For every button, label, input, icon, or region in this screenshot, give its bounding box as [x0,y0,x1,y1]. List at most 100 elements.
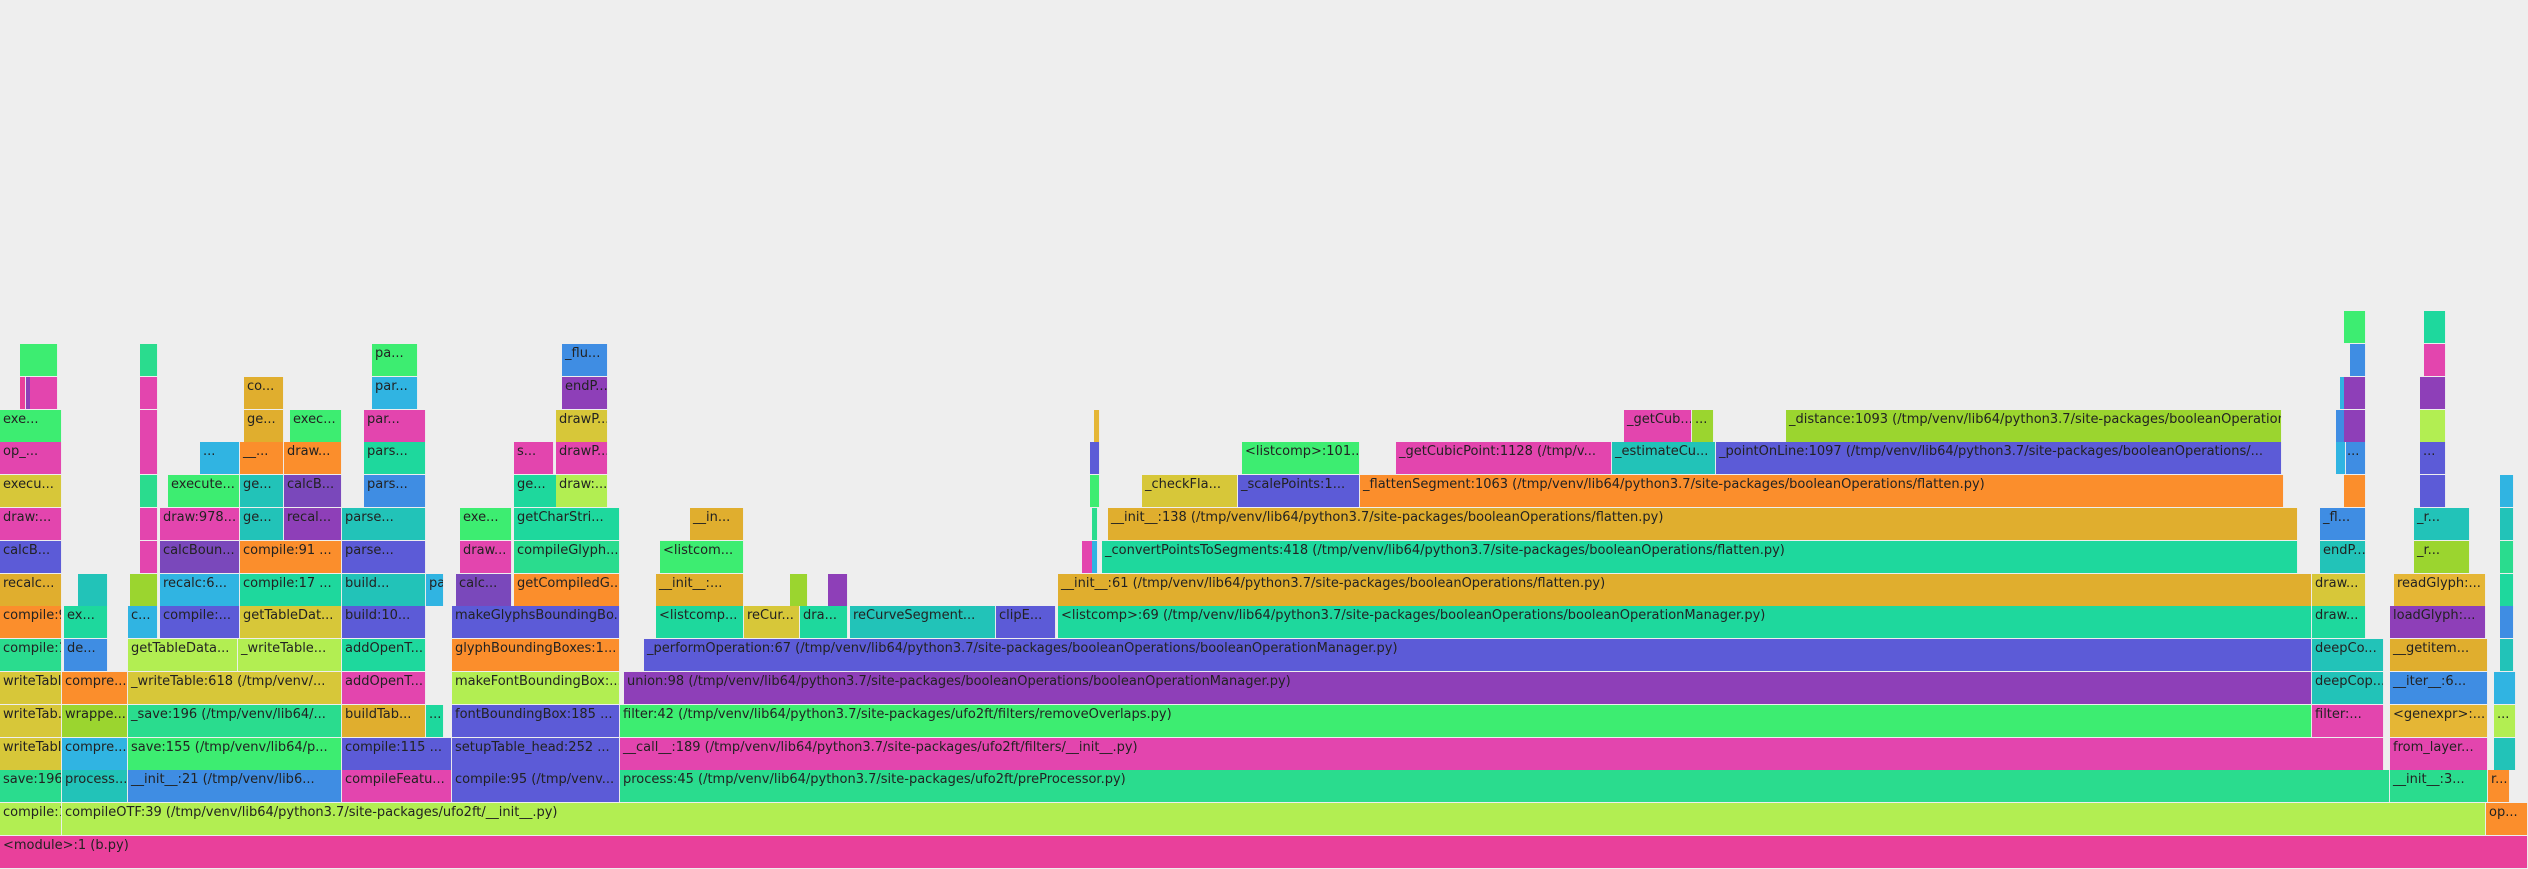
stack-frame[interactable]: par... [372,377,418,409]
stack-frame[interactable]: ge... [240,475,284,507]
stack-frame[interactable] [140,508,158,540]
stack-frame[interactable]: addOpenT... [342,672,426,704]
stack-frame[interactable] [1090,442,1100,474]
stack-frame[interactable]: <listcomp>:101... [1242,442,1360,474]
stack-frame[interactable]: compile:... [160,606,240,638]
stack-frame[interactable]: __... [240,442,284,474]
stack-frame[interactable]: _performOperation:67 (/tmp/venv/lib64/py… [644,639,2312,671]
stack-frame[interactable]: __call__:189 (/tmp/venv/lib64/python3.7/… [620,738,2384,770]
stack-frame[interactable] [130,574,158,606]
stack-frame[interactable] [140,442,158,474]
stack-frame[interactable]: compile:95 (/tmp/venv... [452,770,620,802]
stack-frame[interactable]: c... [128,606,158,638]
stack-frame[interactable]: _flu... [562,344,608,376]
stack-frame[interactable]: <listcomp... [656,606,744,638]
stack-frame[interactable]: writeTable... [0,738,62,770]
stack-frame[interactable]: compileFeatu... [342,770,452,802]
stack-frame[interactable] [1094,410,1100,442]
stack-frame[interactable]: deepCo... [2312,639,2384,671]
stack-frame[interactable]: compileGlyph... [514,541,620,573]
stack-frame[interactable]: __getitem... [2390,639,2488,671]
stack-frame[interactable]: drawP... [556,410,608,442]
stack-frame[interactable]: recal... [284,508,342,540]
stack-frame[interactable] [2344,475,2366,507]
stack-frame[interactable]: getTableData... [128,639,238,671]
stack-frame[interactable]: _pointOnLine:1097 (/tmp/venv/lib64/pytho… [1716,442,2282,474]
stack-frame[interactable] [2350,344,2366,376]
stack-frame[interactable]: compile:91 ... [240,541,342,573]
stack-frame[interactable]: calcB... [284,475,342,507]
stack-frame[interactable] [2500,475,2514,507]
stack-frame[interactable]: __init__:61 (/tmp/venv/lib64/python3.7/s… [1058,574,2312,606]
stack-frame[interactable]: writeTableD... [0,672,62,704]
stack-frame[interactable]: __init__:3... [2390,770,2488,802]
stack-frame[interactable]: ge... [514,475,558,507]
stack-frame[interactable]: _distance:1093 (/tmp/venv/lib64/python3.… [1786,410,2282,442]
stack-frame[interactable]: _flattenSegment:1063 (/tmp/venv/lib64/py… [1360,475,2284,507]
stack-frame[interactable]: _checkFla... [1142,475,1238,507]
stack-frame[interactable]: getCompiledG... [514,574,620,606]
stack-frame[interactable]: _writeTable... [238,639,342,671]
stack-frame[interactable]: draw... [2312,574,2366,606]
stack-frame[interactable]: compile:9... [0,606,62,638]
stack-frame[interactable]: readGlyph:... [2394,574,2486,606]
stack-frame[interactable]: getTableDat... [240,606,342,638]
stack-frame[interactable] [2344,311,2366,343]
stack-frame[interactable] [2424,311,2446,343]
stack-frame[interactable]: <module>:1 (b.py) [0,836,2528,868]
stack-frame[interactable]: dra... [800,606,848,638]
stack-frame[interactable]: co... [244,377,284,409]
stack-frame[interactable]: r... [2488,770,2510,802]
stack-frame[interactable] [828,574,848,606]
stack-frame[interactable]: op... [2486,803,2528,835]
stack-frame[interactable]: <listcom... [660,541,744,573]
stack-frame[interactable] [30,377,58,409]
stack-frame[interactable] [140,377,158,409]
stack-frame[interactable]: __init__:138 (/tmp/venv/lib64/python3.7/… [1108,508,2298,540]
stack-frame[interactable]: reCur... [744,606,800,638]
stack-frame[interactable] [2344,377,2366,409]
stack-frame[interactable] [2424,344,2446,376]
stack-frame[interactable] [140,541,158,573]
stack-frame[interactable]: endP... [2320,541,2366,573]
stack-frame[interactable]: process:45 (/tmp/venv/lib64/python3.7/si… [620,770,2390,802]
stack-frame[interactable]: calcB... [0,541,62,573]
stack-frame[interactable] [790,574,808,606]
stack-frame[interactable]: getCharStri... [514,508,620,540]
stack-frame[interactable]: _estimateCu... [1612,442,1716,474]
stack-frame[interactable]: _getCub... [1624,410,1692,442]
stack-frame[interactable] [2500,574,2514,606]
stack-frame[interactable] [2336,442,2346,474]
stack-frame[interactable]: __in... [690,508,744,540]
stack-frame[interactable]: compile:155 ... [0,803,62,835]
stack-frame[interactable]: _r... [2414,508,2470,540]
stack-frame[interactable]: ... [426,705,444,737]
stack-frame[interactable] [2500,606,2514,638]
stack-frame[interactable]: loadGlyph:... [2390,606,2486,638]
stack-frame[interactable]: reCurveSegment... [850,606,996,638]
stack-frame[interactable] [2420,475,2446,507]
stack-frame[interactable]: s... [514,442,554,474]
stack-frame[interactable]: calcBoun... [160,541,240,573]
stack-frame[interactable]: de... [64,639,108,671]
stack-frame[interactable] [1090,475,1100,507]
stack-frame[interactable]: deepCop... [2312,672,2384,704]
stack-frame[interactable]: pars... [364,442,426,474]
stack-frame[interactable]: compre... [62,672,128,704]
stack-frame[interactable]: pa... [372,344,418,376]
stack-frame[interactable]: parse... [342,541,426,573]
stack-frame[interactable]: execu... [0,475,62,507]
stack-frame[interactable] [1092,541,1098,573]
stack-frame[interactable] [2420,377,2446,409]
stack-frame[interactable]: _save:196 (/tmp/venv/lib64/... [128,705,342,737]
stack-frame[interactable]: union:98 (/tmp/venv/lib64/python3.7/site… [624,672,2312,704]
stack-frame[interactable] [2500,508,2514,540]
stack-frame[interactable]: filter:42 (/tmp/venv/lib64/python3.7/sit… [620,705,2312,737]
stack-frame[interactable]: draw:... [0,508,62,540]
stack-frame[interactable]: recalc:6... [160,574,240,606]
stack-frame[interactable]: _convertPointsToSegments:418 (/tmp/venv/… [1102,541,2298,573]
stack-frame[interactable]: glyphBoundingBoxes:1... [452,639,620,671]
stack-frame[interactable]: save:196 (/tmp/... [0,770,62,802]
stack-frame[interactable]: wrappe... [62,705,128,737]
stack-frame[interactable]: recalc... [0,574,62,606]
